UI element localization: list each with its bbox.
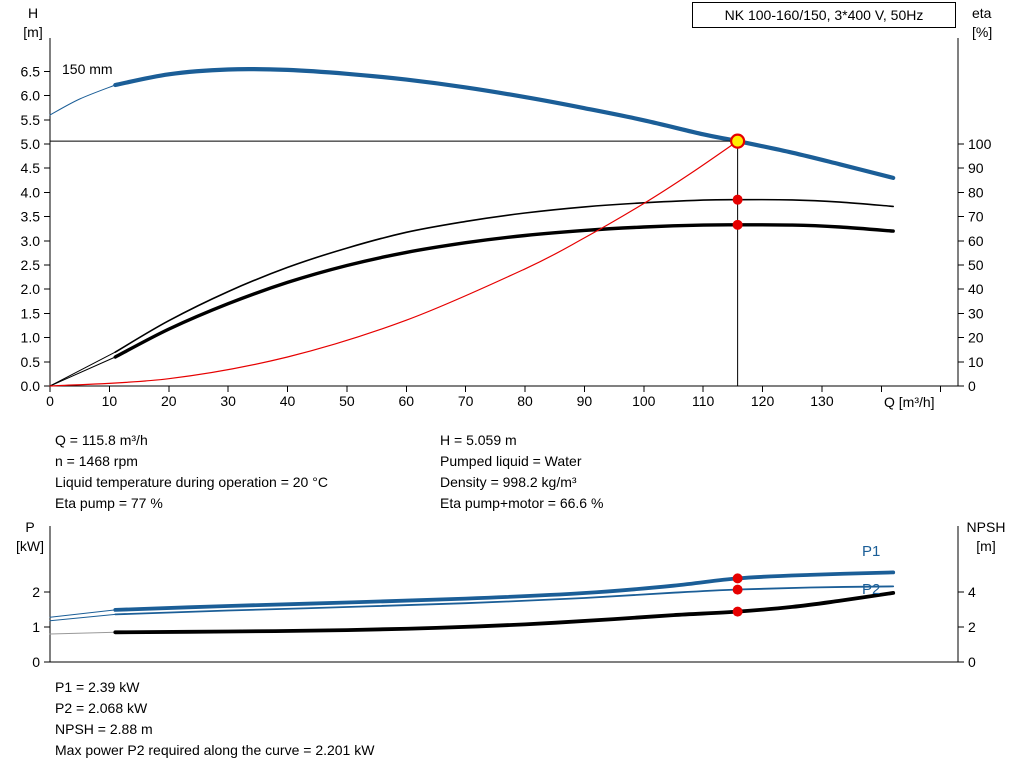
p1-curve	[113, 570, 896, 612]
result-block: P1 = 2.39 kW P2 = 2.068 kW NPSH = 2.88 m…	[55, 677, 374, 761]
tick-label: 60	[968, 233, 984, 249]
h-axis-label-line1: H	[27, 5, 39, 21]
eta-pump-motor-curve	[113, 223, 895, 359]
tick-label: 0.0	[21, 378, 41, 394]
tick-label: 10	[102, 393, 118, 409]
tick-label: 0.5	[21, 354, 41, 370]
tick-label: 50	[339, 393, 355, 409]
tick-label: 20	[161, 393, 177, 409]
tick-label: 0	[46, 393, 54, 409]
tick-label: 5.5	[21, 112, 41, 128]
tick-label: 4	[968, 584, 976, 600]
qh-curve-extension	[49, 84, 116, 116]
npsh-point	[732, 606, 743, 617]
eta-pump-motor-point	[732, 219, 743, 230]
tick-label: 10	[968, 354, 984, 370]
tick-label: 2.0	[21, 281, 41, 297]
tick-label: 0	[32, 654, 40, 670]
duty-info-column-1: Q = 115.8 m³/h n = 1468 rpm Liquid tempe…	[55, 430, 328, 514]
tick-label: 6.5	[21, 63, 41, 79]
tick-label: 4.5	[21, 160, 41, 176]
tick-label: 30	[220, 393, 236, 409]
tick-label: 90	[577, 393, 593, 409]
speed-value: n = 1468 rpm	[55, 453, 138, 469]
qh-curve-150mm	[113, 66, 896, 180]
tick-label: 50	[968, 257, 984, 273]
eta-pump-point	[732, 194, 743, 205]
tick-label: 0	[968, 378, 976, 394]
p1-value: P1 = 2.39 kW	[55, 679, 140, 695]
tick-label: 80	[968, 184, 984, 200]
p-axis-label-line1: P	[25, 519, 35, 535]
tick-label: 1.5	[21, 305, 41, 321]
duty-info-column-2: H = 5.059 m Pumped liquid = Water Densit…	[440, 430, 603, 514]
p1-extension	[49, 609, 116, 618]
eta-axis-label-line1: eta	[972, 5, 992, 21]
tick-label: 0	[968, 654, 976, 670]
p1-point	[732, 573, 743, 584]
max-power-p2-value: Max power P2 required along the curve = …	[55, 742, 375, 758]
pump-model-title: NK 100-160/150, 3*400 V, 50Hz	[692, 2, 956, 28]
tick-label: 90	[968, 160, 984, 176]
eta-axis-label: eta [%]	[972, 4, 1018, 42]
tick-label: 2	[968, 619, 976, 635]
npsh-axis-label: NPSH [m]	[958, 518, 1014, 556]
npsh-value: NPSH = 2.88 m	[55, 721, 153, 737]
eta-pump-curve	[114, 198, 894, 353]
q-axis-label: Q [m³/h]	[884, 394, 935, 410]
tick-label: 120	[751, 393, 775, 409]
tick-label: 110	[692, 393, 715, 409]
tick-label: 70	[968, 209, 984, 225]
liquid-temperature-value: Liquid temperature during operation = 20…	[55, 474, 328, 490]
tick-label: 1.0	[21, 330, 41, 346]
tick-label: 40	[280, 393, 296, 409]
npsh-curve	[113, 591, 896, 635]
h-axis-label: H [m]	[13, 4, 53, 42]
tick-label: 100	[632, 393, 656, 409]
tick-label: 20	[968, 330, 984, 346]
tick-label: 60	[398, 393, 414, 409]
p-axis-label: P [kW]	[8, 518, 52, 556]
head-value: H = 5.059 m	[440, 432, 517, 448]
tick-label: 6.0	[21, 88, 41, 104]
tick-label: 3.5	[21, 209, 41, 225]
tick-label: 40	[968, 281, 984, 297]
p2-point	[732, 584, 743, 595]
p-axis-label-line2: [kW]	[16, 538, 44, 554]
p2-curve-label: P2	[862, 581, 881, 598]
flow-value: Q = 115.8 m³/h	[55, 432, 148, 448]
tick-label: 5.0	[21, 136, 41, 152]
density-value: Density = 998.2 kg/m³	[440, 474, 577, 490]
eta-axis-label-line2: [%]	[972, 24, 993, 40]
tick-label: 30	[968, 305, 984, 321]
tick-label: 130	[810, 393, 834, 409]
npsh-axis-label-line1: NPSH	[966, 519, 1006, 535]
eta-pump-extension	[49, 351, 116, 387]
pumped-liquid-value: Pumped liquid = Water	[440, 453, 582, 469]
p2-curve	[114, 585, 895, 616]
impeller-diameter-label: 150 mm	[62, 61, 113, 77]
tick-label: 2.5	[21, 257, 41, 273]
tick-label: 1	[32, 619, 40, 635]
tick-label: 100	[968, 136, 992, 152]
p2-value: P2 = 2.068 kW	[55, 700, 148, 716]
tick-label: 80	[517, 393, 533, 409]
tick-label: 70	[458, 393, 474, 409]
p2-extension	[49, 613, 116, 622]
tick-label: 2	[32, 584, 40, 600]
duty-point	[730, 133, 746, 149]
eta-pump-motor-extension	[49, 356, 116, 387]
npsh-axis-label-line2: [m]	[976, 538, 996, 554]
system-curve	[49, 140, 739, 387]
npsh-extension	[49, 631, 116, 635]
eta-pump-motor-value: Eta pump+motor = 66.6 %	[440, 495, 604, 511]
tick-label: 3.0	[21, 233, 41, 249]
tick-label: 4.0	[21, 184, 41, 200]
h-axis-label-line2: [m]	[23, 24, 43, 40]
p1-curve-label: P1	[862, 543, 881, 560]
eta-pump-value: Eta pump = 77 %	[55, 495, 163, 511]
